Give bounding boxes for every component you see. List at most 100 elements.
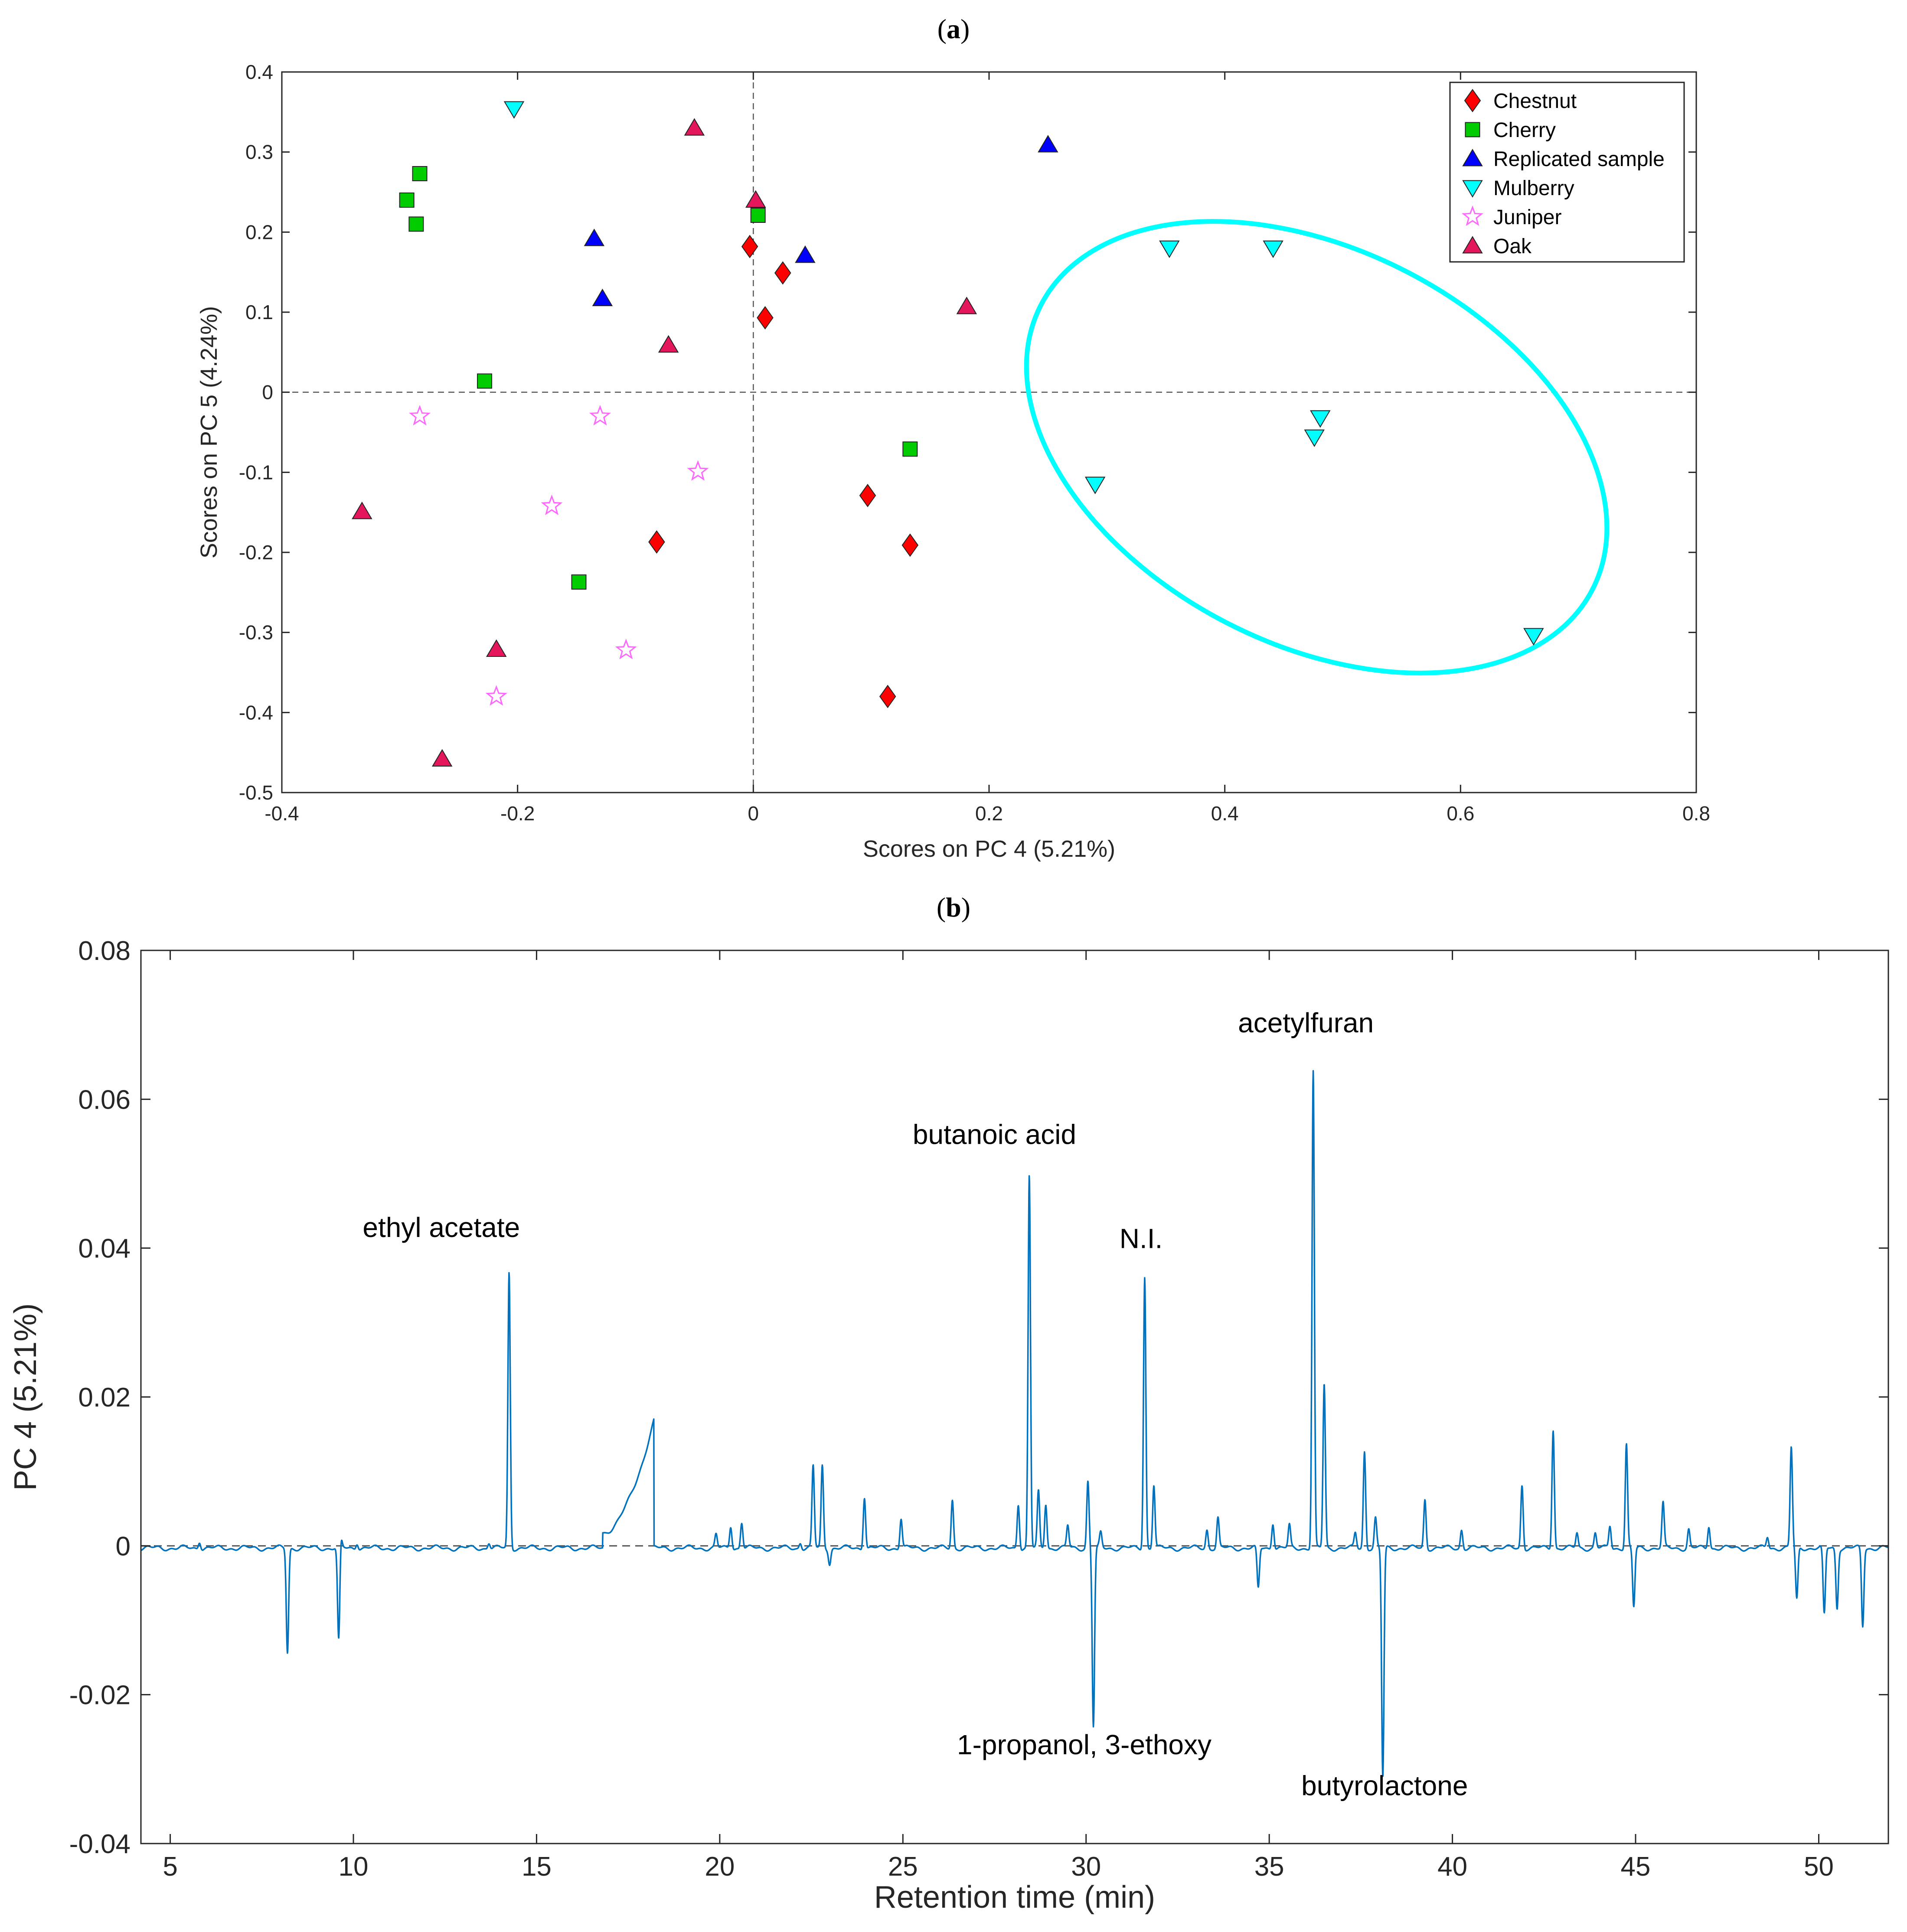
point-chestnut (774, 261, 791, 285)
y-tick-label: -0.3 (239, 621, 273, 644)
legend-item-chestnut: Chestnut (1464, 88, 1577, 113)
x-tick-label: 40 (1437, 1852, 1467, 1882)
panel-a-legend: Chestnut Cherry Replicated sample Mulberry J… (1449, 82, 1685, 263)
point-oak (684, 118, 705, 136)
x-tick-label: 45 (1621, 1852, 1651, 1882)
panel-b-ticks: 5 10 15 20 25 30 35 40 45 50 -0.04 -0.02 0 0.02 0.04 0.… (69, 936, 1888, 1882)
y-tick-label: -0.04 (69, 1829, 131, 1859)
point-chestnut (879, 685, 896, 708)
annotation-n-i: N.I. (1120, 1223, 1163, 1254)
legend-label: Mulberry (1493, 177, 1574, 200)
y-tick-label: 0.4 (245, 61, 273, 83)
annotation-1-propanol-3-ethoxy: 1-propanol, 3-ethoxy (957, 1729, 1211, 1760)
series-replicated-sample (584, 135, 1058, 307)
point-cherry (412, 166, 428, 182)
point-oak (352, 501, 372, 519)
legend-label: Chestnut (1493, 90, 1577, 113)
point-juniper (541, 494, 563, 516)
point-mulberry (1310, 410, 1331, 428)
panel-a-scatter-plot: (a) -0.4 -0.2 0 0.2 0.4 0.6 0.8-0.5-0.4-0.3-0.… (196, 13, 1710, 862)
legend-label: Juniper (1493, 206, 1561, 229)
y-tick-label: 0.1 (245, 301, 273, 323)
legend-item-mulberry: Mulberry (1462, 177, 1574, 200)
legend-item-juniper: Juniper (1462, 205, 1561, 229)
point-mulberry (1304, 429, 1325, 447)
legend-label: Replicated sample (1493, 148, 1665, 171)
x-tick-label: 5 (163, 1852, 177, 1882)
series-mulberry (503, 101, 1544, 646)
y-tick-label: -0.2 (239, 541, 273, 564)
legend-item-replicated-sample: Replicated sample (1462, 148, 1665, 171)
legend-item-oak: Oak (1462, 235, 1532, 258)
point-chestnut (741, 235, 758, 258)
legend-marker-cherry (1465, 122, 1480, 137)
legend-marker-juniper (1462, 205, 1483, 226)
x-tick-label: 30 (1071, 1852, 1101, 1882)
series-cherry (399, 166, 918, 590)
point-replicated-sample (795, 245, 816, 263)
point-cherry (902, 441, 918, 457)
point-cherry (399, 192, 415, 208)
panel-a-ticks: -0.4 -0.2 0 0.2 0.4 0.6 0.8-0.5-0.4-0.3-0.2-0.… (239, 61, 1710, 825)
y-tick-label: 0 (116, 1531, 131, 1561)
point-juniper (589, 405, 611, 426)
y-tick-label: 0.3 (245, 141, 273, 163)
panel-a-x-axis-title: Scores on PC 4 (5.21%) (863, 836, 1115, 862)
point-juniper (409, 405, 431, 426)
panel-b-loadings-plot: (b) 5 10 15 20 25 30 35 40 45 50 -0.04 -0.02 0 0.02 0.… (8, 892, 1889, 1915)
point-mulberry (1263, 240, 1283, 258)
point-mulberry (1523, 628, 1544, 646)
panel-a-data-points (352, 101, 1544, 767)
panel-b-y-axis-title: PC 4 (5.21%) (8, 1303, 43, 1491)
annotation-acetylfuran: acetylfuran (1238, 1007, 1374, 1038)
panel-b-x-axis-title: Retention time (min) (874, 1880, 1155, 1915)
point-chestnut (901, 533, 919, 557)
x-tick-label: -0.4 (264, 802, 299, 825)
x-tick-label: 50 (1804, 1852, 1834, 1882)
annotation-ethyl-acetate: ethyl acetate (362, 1212, 520, 1243)
y-tick-label: 0.02 (78, 1383, 131, 1413)
point-juniper (687, 460, 709, 481)
point-replicated-sample (584, 228, 605, 246)
point-replicated-sample (592, 288, 613, 307)
legend-label: Oak (1493, 235, 1532, 258)
x-tick-label: 0.2 (975, 802, 1003, 825)
x-tick-label: 0.6 (1447, 802, 1474, 825)
x-tick-label: 0.4 (1211, 802, 1239, 825)
series-oak (352, 118, 977, 767)
point-chestnut (859, 483, 876, 507)
panel-b-axes-frame (140, 950, 1889, 1844)
legend-label: Cherry (1493, 119, 1556, 142)
pc4-loadings-line (140, 1070, 1889, 1777)
point-replicated-sample (1038, 135, 1058, 153)
x-tick-label: 25 (888, 1852, 918, 1882)
legend-marker-oak (1462, 236, 1483, 254)
y-tick-label: 0 (262, 381, 273, 404)
x-tick-label: 0 (748, 802, 759, 825)
point-juniper (485, 685, 507, 706)
legend-marker-mulberry (1462, 180, 1483, 198)
point-cherry (477, 373, 493, 389)
y-tick-label: 0.08 (78, 936, 131, 966)
panel-a-label: (a) (937, 13, 970, 44)
x-tick-label: -0.2 (500, 802, 535, 825)
point-oak (486, 639, 507, 657)
point-mulberry (1084, 476, 1106, 494)
y-tick-label: 0.06 (78, 1085, 131, 1115)
x-tick-label: 20 (705, 1852, 735, 1882)
panel-a-y-axis-title: Scores on PC 5 (4.24%) (196, 306, 222, 558)
point-cherry (408, 216, 424, 232)
point-mulberry (1159, 240, 1180, 258)
legend-marker-replicated-sample (1462, 149, 1483, 166)
annotation-butanoic-acid: butanoic acid (913, 1119, 1076, 1150)
y-tick-label: -0.4 (239, 701, 273, 724)
x-tick-label: 35 (1254, 1852, 1284, 1882)
y-tick-label: -0.1 (239, 461, 273, 483)
point-chestnut (648, 530, 665, 554)
point-chestnut (757, 306, 774, 330)
legend-item-cherry: Cherry (1465, 119, 1556, 142)
point-mulberry (503, 101, 525, 119)
point-cherry (750, 208, 766, 223)
legend-marker-chestnut (1464, 88, 1481, 113)
